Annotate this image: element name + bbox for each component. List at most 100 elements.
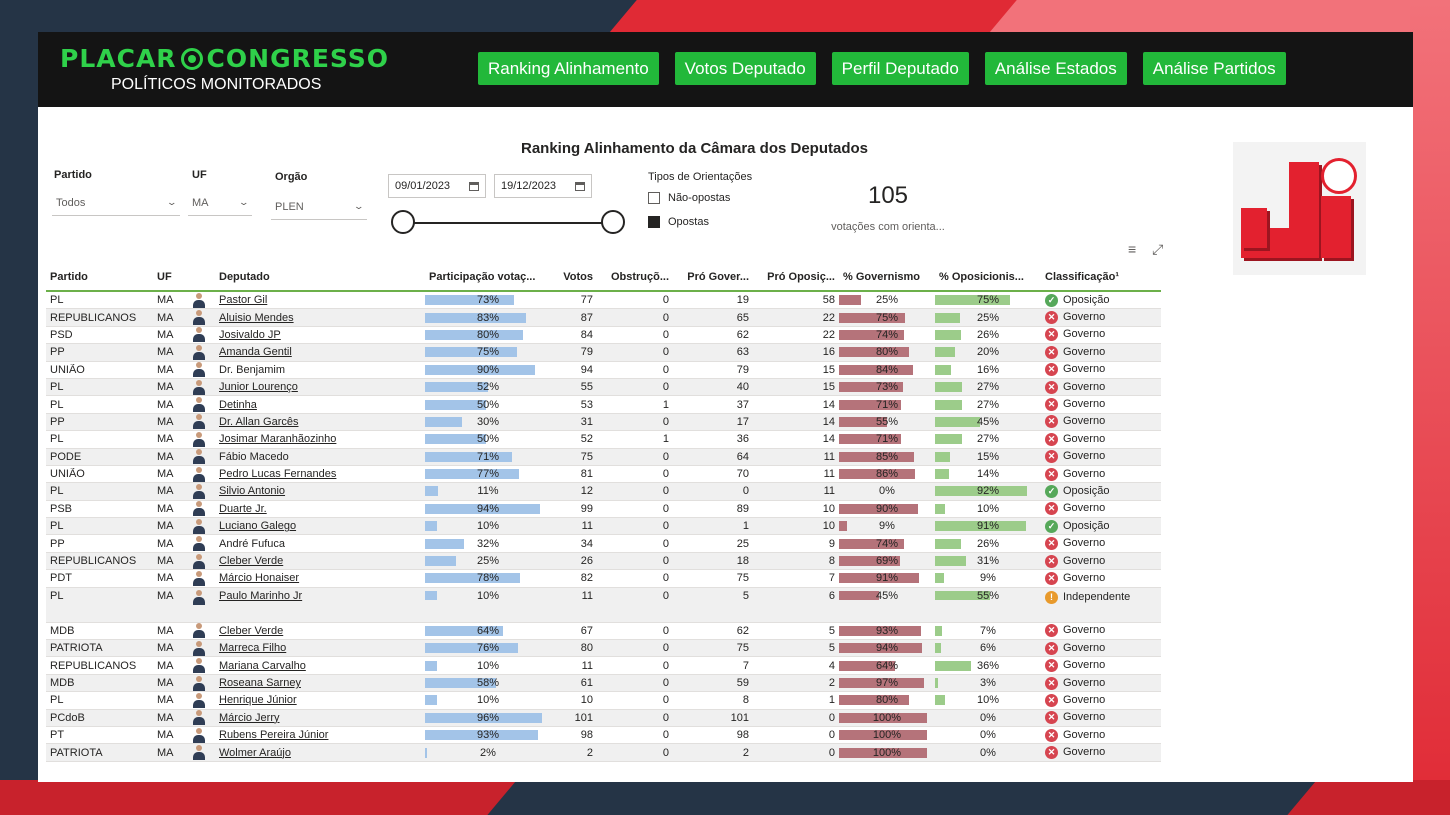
table-row[interactable]: UNIÃO MA Pedro Lucas Fernandes 77% 81 0 70 11 86… — [46, 466, 1161, 484]
table-row[interactable]: PL MA Paulo Marinho Jr 10% 11 0 5 6 45% 55%! Indep… — [46, 587, 1161, 623]
col-pro-governo[interactable]: Pró Gover... — [687, 271, 749, 283]
cell-deputado[interactable]: Roseana Sarney — [215, 677, 425, 689]
checkbox-icon[interactable] — [648, 192, 660, 204]
filter-uf-dropdown[interactable]: MA ⌄ — [188, 190, 252, 216]
deputado-link[interactable]: Márcio Jerry — [219, 711, 280, 724]
cell-deputado[interactable]: Márcio Honaiser — [215, 572, 425, 584]
table-row[interactable]: PODE MA Fábio Macedo 71% 75 0 64 11 85% 15% ✕ Gover… — [46, 448, 1161, 466]
table-row[interactable]: REPUBLICANOS MA Aluisio Mendes 83% 87 0 65 22 75… — [46, 309, 1161, 327]
app-logo[interactable]: PLACAR CONGRESSO — [60, 44, 389, 73]
nav-ranking-alinhamento[interactable]: Ranking Alinhamento — [478, 52, 659, 85]
table-row[interactable]: PL MA Josimar Maranhãozinho 50% 52 1 36 14 71% 27… — [46, 431, 1161, 449]
date-slider-start-handle[interactable] — [391, 210, 415, 234]
table-row[interactable]: PSD MA Josivaldo JP 80% 84 0 62 22 74% 26% ✕ Govern… — [46, 327, 1161, 345]
cell-deputado[interactable]: Aluisio Mendes — [215, 312, 425, 324]
cell-deputado[interactable]: André Fufuca — [215, 538, 425, 550]
deputado-link[interactable]: Dr. Benjamim — [219, 363, 286, 376]
col-oposicionismo[interactable]: % Oposicionis... — [939, 271, 1024, 283]
calendar-icon[interactable] — [469, 181, 479, 191]
cell-deputado[interactable]: Paulo Marinho Jr — [215, 590, 425, 602]
deputado-link[interactable]: Mariana Carvalho — [219, 659, 306, 672]
calendar-icon[interactable] — [575, 181, 585, 191]
date-slider-track[interactable] — [403, 222, 613, 224]
deputado-link[interactable]: Junior Lourenço — [219, 381, 298, 394]
date-slider-end-handle[interactable] — [601, 210, 625, 234]
deputado-link[interactable]: Aluisio Mendes — [219, 311, 294, 324]
table-row[interactable]: PSB MA Duarte Jr. 94% 99 0 89 10 90% 10% ✕ Governo — [46, 501, 1161, 519]
deputado-link[interactable]: Roseana Sarney — [219, 677, 301, 689]
focus-mode-icon[interactable]: ⤢ — [1152, 241, 1164, 257]
cell-deputado[interactable]: Pedro Lucas Fernandes — [215, 468, 425, 480]
deputado-link[interactable]: Cleber Verde — [219, 555, 284, 568]
col-partido[interactable]: Partido — [50, 271, 88, 283]
cell-deputado[interactable]: Duarte Jr. — [215, 503, 425, 515]
cell-deputado[interactable]: Cleber Verde — [215, 555, 425, 567]
table-row[interactable]: MDB MA Roseana Sarney 58% 61 0 59 2 97% 3% ✕ Govern… — [46, 674, 1161, 693]
table-row[interactable]: PL MA Pastor Gil 73% 77 0 19 58 25% 75% ✓ Oposição — [46, 292, 1161, 310]
col-obstrucoes[interactable]: Obstruçõ... — [610, 271, 669, 283]
nav-analise-partidos[interactable]: Análise Partidos — [1142, 52, 1286, 85]
checkbox-icon[interactable] — [648, 216, 660, 228]
filter-orgao-dropdown[interactable]: PLEN ⌄ — [271, 194, 367, 220]
deputado-link[interactable]: Henrique Júnior — [219, 694, 297, 707]
table-row[interactable]: MDB MA Cleber Verde 64% 67 0 62 5 93% 7% ✕ Governo — [46, 623, 1161, 641]
nav-perfil-deputado[interactable]: Perfil Deputado — [831, 52, 969, 85]
deputado-link[interactable]: Pastor Gil — [219, 294, 268, 307]
nav-analise-estados[interactable]: Análise Estados — [984, 52, 1127, 85]
cell-deputado[interactable]: Luciano Galego — [215, 520, 425, 532]
table-row[interactable]: PP MA Amanda Gentil 75% 79 0 63 16 80% 20% ✕ Govern… — [46, 344, 1161, 362]
col-participacao[interactable]: Participação votaç... — [429, 271, 536, 283]
deputado-link[interactable]: Fábio Macedo — [219, 450, 289, 463]
deputado-link[interactable]: Detinha — [219, 398, 257, 411]
date-start-input[interactable]: 09/01/2023 — [388, 174, 486, 198]
cell-deputado[interactable]: Henrique Júnior — [215, 694, 425, 706]
deputado-link[interactable]: Duarte Jr. — [219, 502, 267, 515]
table-row[interactable]: PATRIOTA MA Marreca Filho 76% 80 0 75 5 94% 6% ✕ Go… — [46, 640, 1161, 658]
table-row[interactable]: PCdoB MA Márcio Jerry 96% 101 0 101 0 100% 0% ✕ Gov… — [46, 709, 1161, 727]
col-pro-oposicao[interactable]: Pró Oposiç... — [767, 271, 835, 283]
col-classificacao[interactable]: Classificação¹ — [1045, 271, 1119, 283]
filter-partido-dropdown[interactable]: Todos ⌄ — [52, 190, 180, 216]
checkbox-nao-opostas[interactable]: Não-opostas — [648, 192, 730, 204]
table-row[interactable]: PATRIOTA MA Wolmer Araújo 2% 2 0 2 0 100% 0% ✕ Gove… — [46, 744, 1161, 762]
deputado-link[interactable]: Rubens Pereira Júnior — [219, 729, 329, 742]
cell-deputado[interactable]: Marreca Filho — [215, 642, 425, 654]
col-deputado[interactable]: Deputado — [219, 271, 270, 283]
cell-deputado[interactable]: Fábio Macedo — [215, 451, 425, 463]
table-row[interactable]: PP MA Dr. Allan Garcês 30% 31 0 17 14 55% 45% ✕ Gov… — [46, 413, 1161, 432]
filter-icon[interactable]: ≡ — [1128, 241, 1137, 257]
table-row[interactable]: PL MA Henrique Júnior 10% 10 0 8 1 80% 10% ✕ Govern… — [46, 692, 1161, 710]
date-end-input[interactable]: 19/12/2023 — [494, 174, 592, 198]
cell-deputado[interactable]: Junior Lourenço — [215, 381, 425, 393]
table-row[interactable]: PT MA Rubens Pereira Júnior 93% 98 0 98 0 100% 0%… — [46, 727, 1161, 745]
nav-votos-deputado[interactable]: Votos Deputado — [674, 52, 816, 85]
cell-deputado[interactable]: Amanda Gentil — [215, 346, 425, 358]
cell-deputado[interactable]: Josimar Maranhãozinho — [215, 433, 425, 445]
deputado-link[interactable]: Silvio Antonio — [219, 485, 286, 498]
deputado-link[interactable]: Amanda Gentil — [219, 346, 292, 359]
table-row[interactable]: PL MA Luciano Galego 10% 11 0 1 10 9% 91% ✓ Oposiçã… — [46, 518, 1161, 536]
col-governismo[interactable]: % Governismo — [843, 271, 921, 283]
deputado-link[interactable]: Dr. Allan Garcês — [219, 415, 299, 428]
cell-deputado[interactable]: Wolmer Araújo — [215, 747, 425, 759]
cell-deputado[interactable]: Cleber Verde — [215, 625, 425, 637]
deputado-link[interactable]: Luciano Galego — [219, 520, 297, 533]
col-votos[interactable]: Votos — [563, 271, 593, 283]
cell-deputado[interactable]: Márcio Jerry — [215, 712, 425, 724]
checkbox-opostas[interactable]: Opostas — [648, 216, 709, 228]
cell-deputado[interactable]: Detinha — [215, 399, 425, 411]
deputado-link[interactable]: Marreca Filho — [219, 642, 287, 655]
deputado-link[interactable]: Cleber Verde — [219, 624, 284, 637]
deputado-link[interactable]: Pedro Lucas Fernandes — [219, 468, 337, 481]
cell-deputado[interactable]: Mariana Carvalho — [215, 660, 425, 672]
cell-deputado[interactable]: Silvio Antonio — [215, 485, 425, 497]
table-row[interactable]: REPUBLICANOS MA Cleber Verde 25% 26 0 18 8 69% 31… — [46, 552, 1161, 571]
table-row[interactable]: PL MA Junior Lourenço 52% 55 0 40 15 73% 27% ✕ Gove… — [46, 378, 1161, 397]
table-row[interactable]: PL MA Detinha 50% 53 1 37 14 71% 27% ✕ Governo — [46, 396, 1161, 414]
deputado-link[interactable]: Josimar Maranhãozinho — [219, 433, 337, 446]
cell-deputado[interactable]: Rubens Pereira Júnior — [215, 729, 425, 741]
deputado-link[interactable]: Josivaldo JP — [219, 328, 281, 341]
table-row[interactable]: PL MA Silvio Antonio 11% 12 0 0 11 0% 92% ✓ Oposiçã… — [46, 483, 1161, 501]
deputado-link[interactable]: Paulo Marinho Jr — [219, 589, 303, 602]
deputado-link[interactable]: Wolmer Araújo — [219, 746, 291, 759]
